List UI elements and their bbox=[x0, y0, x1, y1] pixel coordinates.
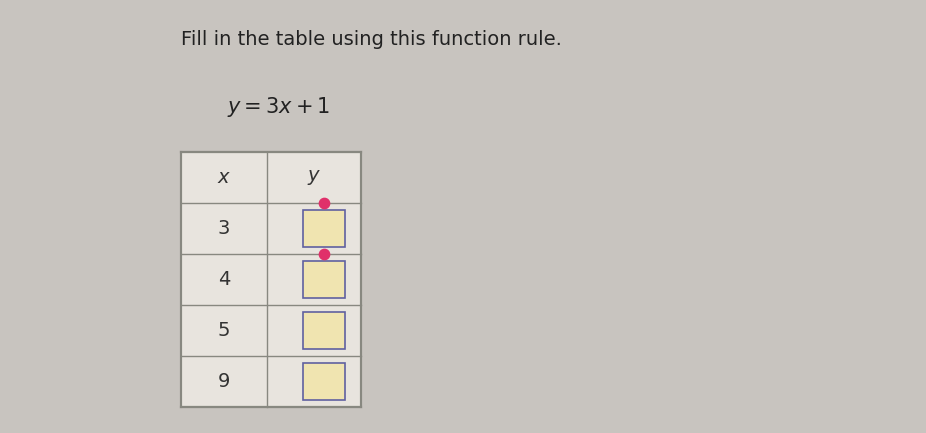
Text: Fill in the table using this function rule.: Fill in the table using this function ru… bbox=[181, 30, 561, 49]
Text: $y$: $y$ bbox=[307, 168, 321, 187]
Text: 3: 3 bbox=[218, 219, 230, 238]
Text: $x$: $x$ bbox=[217, 168, 231, 187]
FancyBboxPatch shape bbox=[303, 261, 345, 297]
Text: 9: 9 bbox=[218, 372, 230, 391]
Text: $y = 3x + 1$: $y = 3x + 1$ bbox=[227, 95, 330, 119]
FancyBboxPatch shape bbox=[0, 0, 144, 433]
Text: 4: 4 bbox=[218, 270, 230, 289]
FancyBboxPatch shape bbox=[303, 312, 345, 349]
Text: 5: 5 bbox=[218, 321, 231, 340]
FancyBboxPatch shape bbox=[303, 363, 345, 400]
FancyBboxPatch shape bbox=[181, 152, 361, 407]
FancyBboxPatch shape bbox=[303, 210, 345, 246]
Point bbox=[317, 199, 332, 206]
Point bbox=[317, 250, 332, 257]
